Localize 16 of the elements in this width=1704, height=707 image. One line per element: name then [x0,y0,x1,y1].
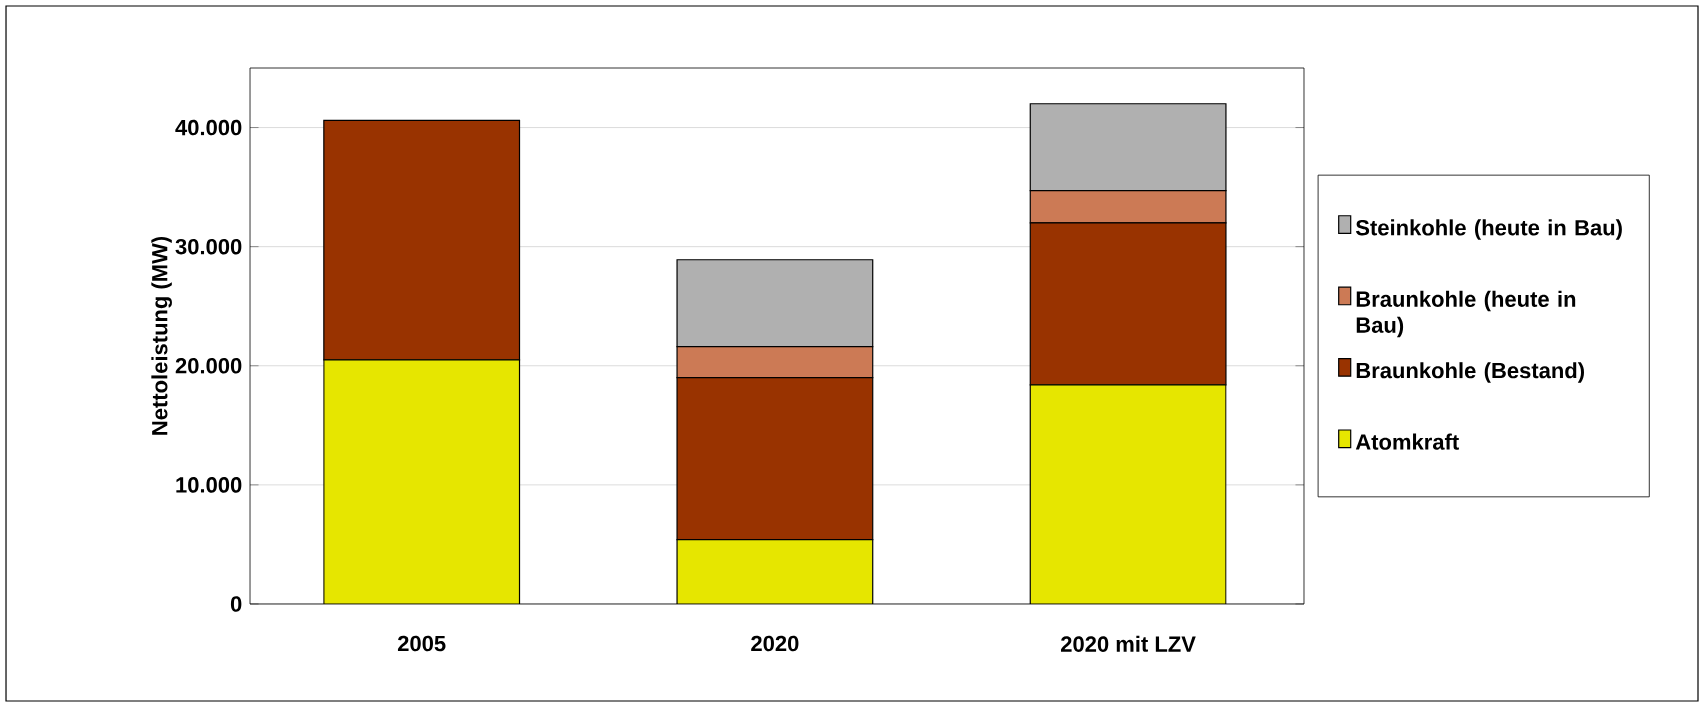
y-tick-label: 10.000 [176,477,242,493]
bar [1029,384,1227,604]
y-tick-label: 40.000 [175,119,242,136]
legend-label: Braunkohle (Bestand) [1356,362,1584,383]
x-tick-label: 2020 mit LZV [1061,635,1196,652]
y-tick-label: 0 [230,596,242,612]
legend-label: Braunkohle (heute in Bau) [1356,290,1576,338]
x-tick-label: 2005 [397,635,446,652]
bar [323,359,521,604]
legend-label: Atomkraft [1355,433,1459,450]
y-tick-label: 20.000 [175,358,242,374]
bar [676,539,874,604]
legend-label: Steinkohle (heute in Bau) [1355,219,1622,240]
x-tick-label: 2020 [751,635,799,652]
y-tick-label: 30.000 [175,238,242,255]
y-axis-title: Nettoleistung (MW) [151,236,172,435]
